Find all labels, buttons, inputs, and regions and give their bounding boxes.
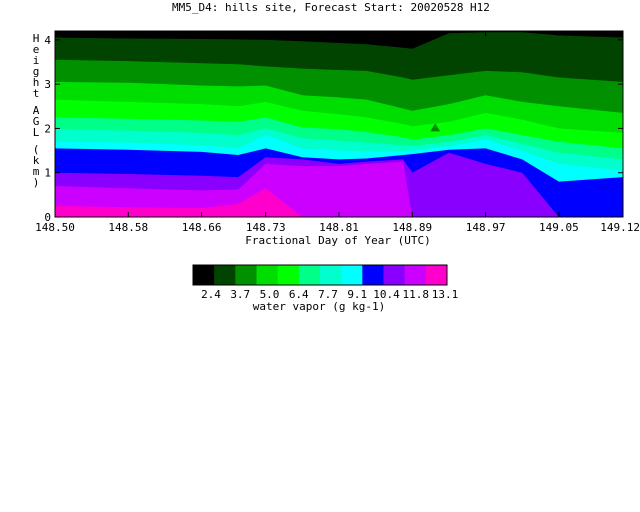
y-axis-label-char: L bbox=[33, 126, 40, 139]
colorbar-tick-label: 10.4 bbox=[373, 288, 400, 301]
y-axis-label-char: g bbox=[33, 65, 40, 78]
x-axis: 148.50 148.58 148.66 148.73 148.81 148.89 148.… bbox=[35, 31, 640, 234]
site-marker-triangle bbox=[430, 123, 441, 132]
y-axis-label-char: H bbox=[33, 32, 40, 45]
colorbar-swatch bbox=[320, 265, 342, 285]
colorbar-swatch bbox=[298, 265, 321, 285]
y-axis-label-char: t bbox=[33, 87, 40, 100]
y-axis-label-char: k bbox=[33, 154, 40, 167]
colorbar-tick-label: 6.4 bbox=[289, 288, 309, 301]
colorbar-swatch bbox=[256, 265, 279, 285]
chart-title: MM5_D4: hills site, Forecast Start: 2002… bbox=[172, 1, 490, 14]
colorbar-swatch bbox=[193, 265, 215, 285]
colorbar-tick-label: 5.0 bbox=[260, 288, 280, 301]
y-axis-label-char: e bbox=[33, 43, 40, 56]
y-axis-label-char: ) bbox=[33, 176, 40, 189]
colorbar-tick-label: 2.4 bbox=[201, 288, 221, 301]
contour-band-10 bbox=[55, 161, 623, 217]
x-axis-label: Fractional Day of Year (UTC) bbox=[245, 234, 430, 247]
y-axis-label-char: i bbox=[33, 54, 40, 67]
colorbar-tick-label: 9.1 bbox=[347, 288, 367, 301]
x-tick-label: 149.05 bbox=[539, 221, 579, 234]
colorbar-swatch bbox=[277, 265, 300, 285]
site-marker bbox=[430, 123, 441, 132]
y-axis-label-char: h bbox=[33, 76, 40, 89]
y-tick-label: 3 bbox=[44, 78, 51, 91]
x-tick-label: 148.58 bbox=[108, 221, 148, 234]
x-tick-label: 148.89 bbox=[392, 221, 432, 234]
colorbar-swatch bbox=[383, 265, 406, 285]
contour-band-11 bbox=[55, 188, 623, 217]
plot-area bbox=[54, 30, 624, 218]
y-axis-label-char: G bbox=[33, 115, 40, 128]
colorbar-swatch bbox=[214, 265, 236, 285]
y-tick-label: 1 bbox=[44, 167, 51, 180]
x-tick-label: 149.12 bbox=[600, 221, 640, 234]
y-axis-label-char: ( bbox=[33, 143, 40, 156]
x-tick-label: 148.81 bbox=[319, 221, 359, 234]
colorbar-frame bbox=[192, 264, 448, 286]
contour-bands bbox=[55, 32, 623, 218]
colorbar-tick-label: 13.1 bbox=[432, 288, 459, 301]
y-axis-label-char: A bbox=[33, 104, 40, 117]
y-tick-label: 0 bbox=[44, 211, 51, 224]
colorbar-swatch bbox=[341, 265, 363, 285]
x-tick-label: 148.97 bbox=[466, 221, 506, 234]
y-axis: 0 1 2 3 4 bbox=[44, 34, 623, 224]
colorbar-tick-label: 7.7 bbox=[318, 288, 338, 301]
x-tick-label: 148.50 bbox=[35, 221, 75, 234]
colorbar: 2.4 3.7 5.0 6.4 7.7 9.1 10.4 11.8 13.1 bbox=[192, 264, 459, 301]
y-axis-label-char: m bbox=[33, 165, 40, 178]
colorbar-swatch bbox=[235, 265, 257, 285]
y-tick-label: 2 bbox=[44, 122, 51, 135]
colorbar-tick-label: 3.7 bbox=[230, 288, 250, 301]
y-tick-label: 4 bbox=[44, 34, 51, 47]
colorbar-swatch bbox=[362, 265, 384, 285]
x-tick-label: 148.73 bbox=[246, 221, 286, 234]
colorbar-swatch bbox=[425, 265, 448, 285]
colorbar-tick-label: 11.8 bbox=[403, 288, 430, 301]
colorbar-label: water vapor (g kg-1) bbox=[253, 300, 385, 313]
colorbar-swatch bbox=[404, 265, 427, 285]
x-tick-label: 148.66 bbox=[182, 221, 222, 234]
